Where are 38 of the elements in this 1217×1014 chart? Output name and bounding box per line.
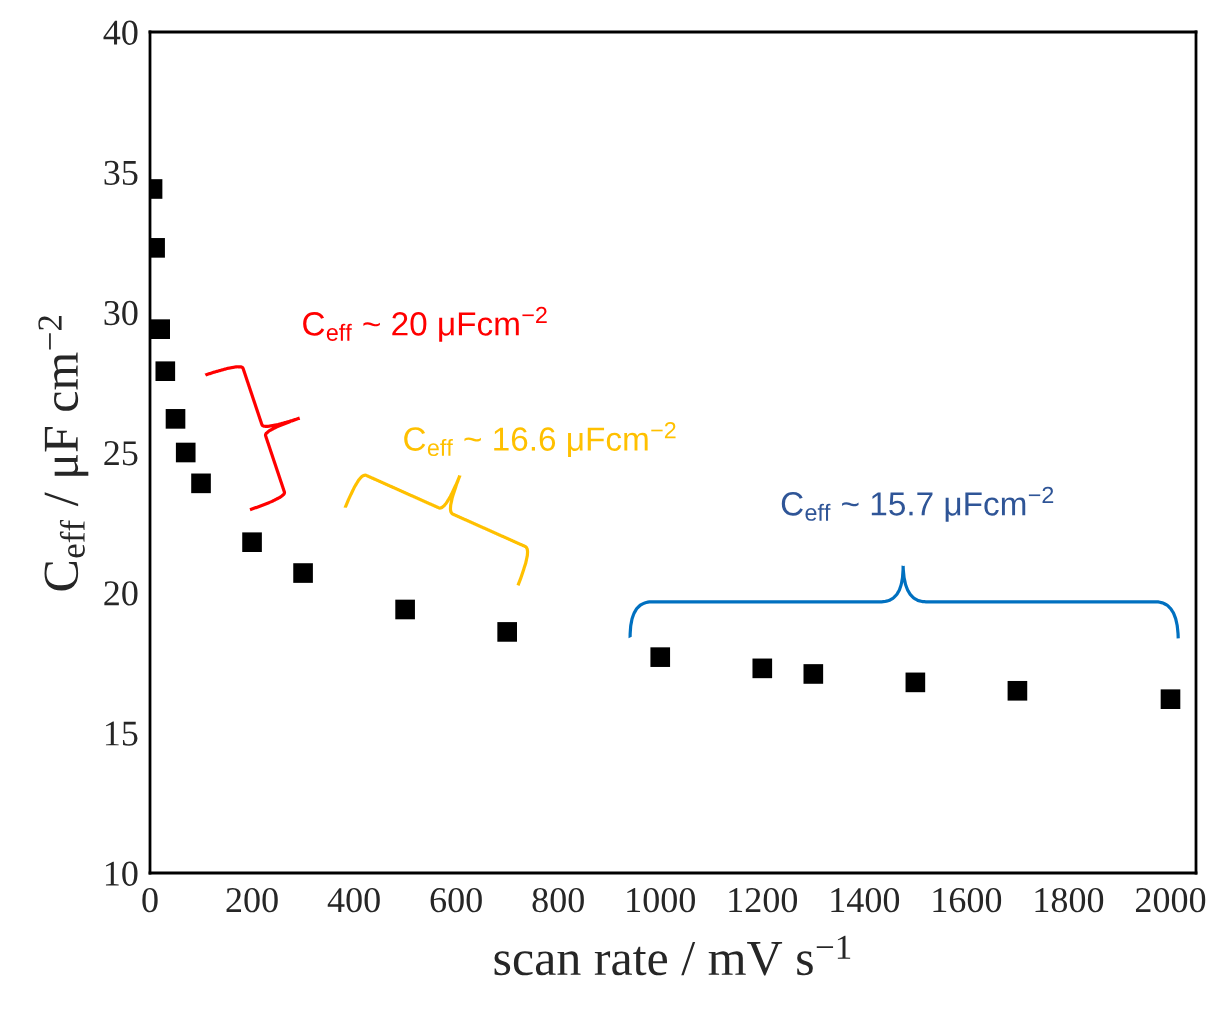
point <box>497 622 517 642</box>
y-tick-label: 30 <box>104 300 138 326</box>
x-tick-label: 1800 <box>1035 887 1104 913</box>
point <box>1007 680 1028 701</box>
y-axis-title: C$_{eff}$ / μF cm$^{−2}$ <box>38 315 89 591</box>
x-tick-label: 1200 <box>729 887 798 913</box>
point <box>752 658 773 679</box>
point <box>293 563 313 583</box>
y-tick-label: 15 <box>105 721 138 746</box>
point <box>1160 689 1181 710</box>
point <box>175 442 196 463</box>
point <box>155 361 176 382</box>
point <box>191 473 211 494</box>
x-tick-label: 400 <box>327 887 380 913</box>
x-tick-label: 800 <box>532 887 584 913</box>
x-tick-label: 2000 <box>1135 887 1206 913</box>
point <box>650 647 671 667</box>
point <box>395 599 415 620</box>
point <box>150 319 171 339</box>
y-tick-label: 20 <box>104 581 138 606</box>
x-tick-label: 600 <box>430 887 482 913</box>
point <box>905 672 926 693</box>
y-tick-label: 35 <box>104 160 138 186</box>
point <box>803 664 824 684</box>
x-tick-label: 0 <box>142 887 158 913</box>
x-axis-title: scan rate / mV s$^{−1}$ <box>494 935 851 976</box>
annotation: C$_{eff}$ ~ 15.7 μFcm$^{−2}$ <box>781 486 1054 522</box>
annotation: C$_{eff}$ ~ 16.6 μFcm$^{−2}$ <box>404 421 676 457</box>
x-tick-label: 200 <box>226 887 278 913</box>
annotation: C$_{eff}$ ~ 20 μFcm$^{−2}$ <box>303 306 547 342</box>
y-tick-label: 25 <box>104 441 138 466</box>
x-tick-label: 1000 <box>627 887 695 913</box>
point <box>165 409 186 429</box>
y-tick-label: 40 <box>103 20 138 45</box>
point <box>242 532 262 553</box>
x-tick-label: 1600 <box>933 887 1002 913</box>
y-tick-label: 10 <box>105 861 138 886</box>
x-tick-label: 1400 <box>831 887 900 913</box>
